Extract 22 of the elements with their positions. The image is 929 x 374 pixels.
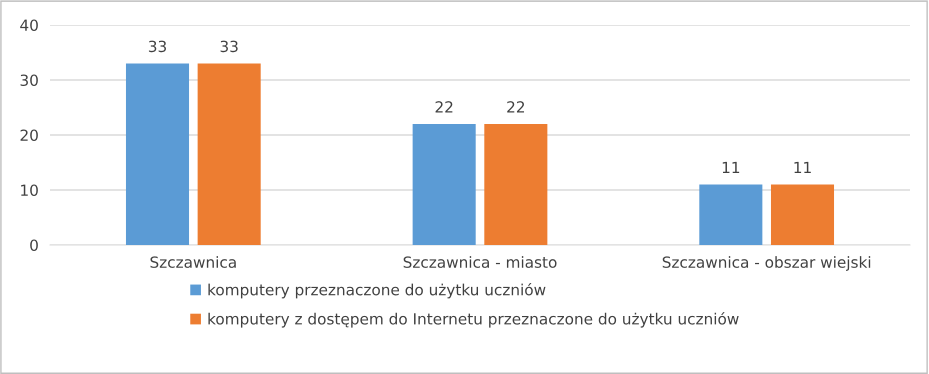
bar	[484, 124, 548, 245]
data-label: 11	[794, 162, 811, 173]
data-label: 33	[148, 40, 166, 52]
data-label: 33	[220, 40, 238, 52]
y-tick-label: 30	[20, 74, 38, 86]
data-label: 22	[436, 101, 452, 112]
data-label: 22	[507, 101, 524, 112]
legend-label: komputery z dostępem do Internetu przeznaczone do użytku uczniów	[208, 312, 739, 328]
y-tick-label: 0	[30, 239, 38, 252]
y-tick-label: 40	[20, 19, 38, 32]
x-tick-label: Szczawnica - obszar wiejski	[662, 256, 870, 271]
x-tick-label: Szczawnica - miasto	[404, 256, 557, 268]
bar	[126, 64, 190, 245]
bar	[770, 184, 834, 245]
y-tick-label: 20	[20, 129, 38, 142]
bar	[699, 184, 762, 245]
legend-label: komputery przeznaczone do użytku uczniów	[208, 283, 546, 298]
bar	[198, 64, 261, 245]
data-label: 11	[722, 162, 740, 173]
x-tick-label: Szczawnica	[150, 256, 236, 268]
bar	[412, 124, 476, 245]
y-tick-label: 10	[21, 184, 38, 196]
